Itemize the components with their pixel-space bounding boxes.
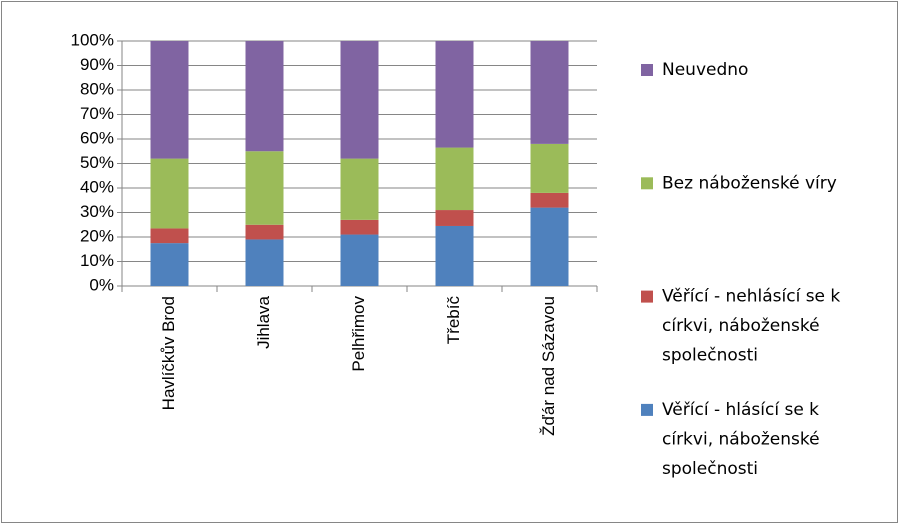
bar-segment (435, 210, 474, 226)
y-tick-label: 50% (80, 153, 114, 172)
legend-swatch (641, 64, 653, 76)
legend-swatch (641, 403, 653, 416)
y-tick-label: 0% (89, 275, 114, 294)
bar-segment (340, 41, 379, 159)
legend-label: Věřící - hlásící se k církvi, náboženské s… (662, 400, 820, 479)
bar-segment (245, 41, 284, 152)
bar-segment (435, 225, 474, 286)
bar-segment (530, 143, 569, 193)
x-tick-label: Třebíč (444, 296, 463, 345)
bar-segment (530, 192, 569, 208)
bar-segment (340, 219, 379, 235)
y-tick-label: 100% (71, 30, 114, 49)
bar-segment (435, 147, 474, 211)
bar-segment (340, 234, 379, 286)
bar-segment (150, 41, 189, 159)
legend-label: Bez náboženské víry (662, 173, 837, 193)
bar-segment (150, 228, 189, 244)
x-tick-label: Havlíčkův Brod (159, 296, 178, 410)
bar-segment (150, 158, 189, 229)
bar-segment (435, 41, 474, 148)
y-tick-label: 80% (80, 79, 114, 98)
legend-swatch (641, 177, 653, 190)
bar-segment (245, 224, 284, 240)
legend-swatch (641, 290, 653, 303)
bar-segment (530, 207, 569, 286)
legend-label: Věřící - nehlásící se k církvi, nábožensk… (662, 287, 840, 366)
x-tick-label: Žďár nad Sázavou (539, 296, 558, 436)
y-tick-label: 40% (80, 177, 114, 196)
y-tick-label: 10% (80, 251, 114, 270)
x-tick-label: Jihlava (254, 295, 273, 348)
bar-segment (245, 151, 284, 225)
y-tick-label: 90% (80, 55, 114, 74)
y-tick-label: 60% (80, 128, 114, 147)
y-tick-label: 20% (80, 226, 114, 245)
bar-segment (340, 158, 379, 220)
y-tick-label: 30% (80, 202, 114, 221)
y-tick-label: 70% (80, 104, 114, 123)
legend-label: Neuvedno (662, 60, 748, 80)
bar-segment (150, 243, 189, 286)
bar-segment (530, 41, 569, 144)
bar-segment (245, 239, 284, 286)
x-tick-label: Pelhřimov (349, 296, 368, 372)
